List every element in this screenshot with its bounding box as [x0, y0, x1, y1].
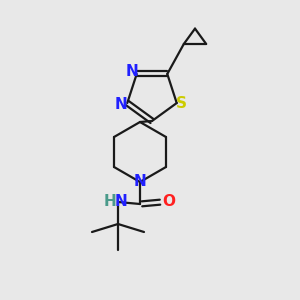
- Text: N: N: [115, 194, 128, 208]
- Text: S: S: [176, 95, 187, 110]
- Text: N: N: [125, 64, 138, 80]
- Text: N: N: [134, 175, 146, 190]
- Text: N: N: [115, 97, 128, 112]
- Text: H: H: [103, 194, 116, 208]
- Text: O: O: [163, 194, 176, 209]
